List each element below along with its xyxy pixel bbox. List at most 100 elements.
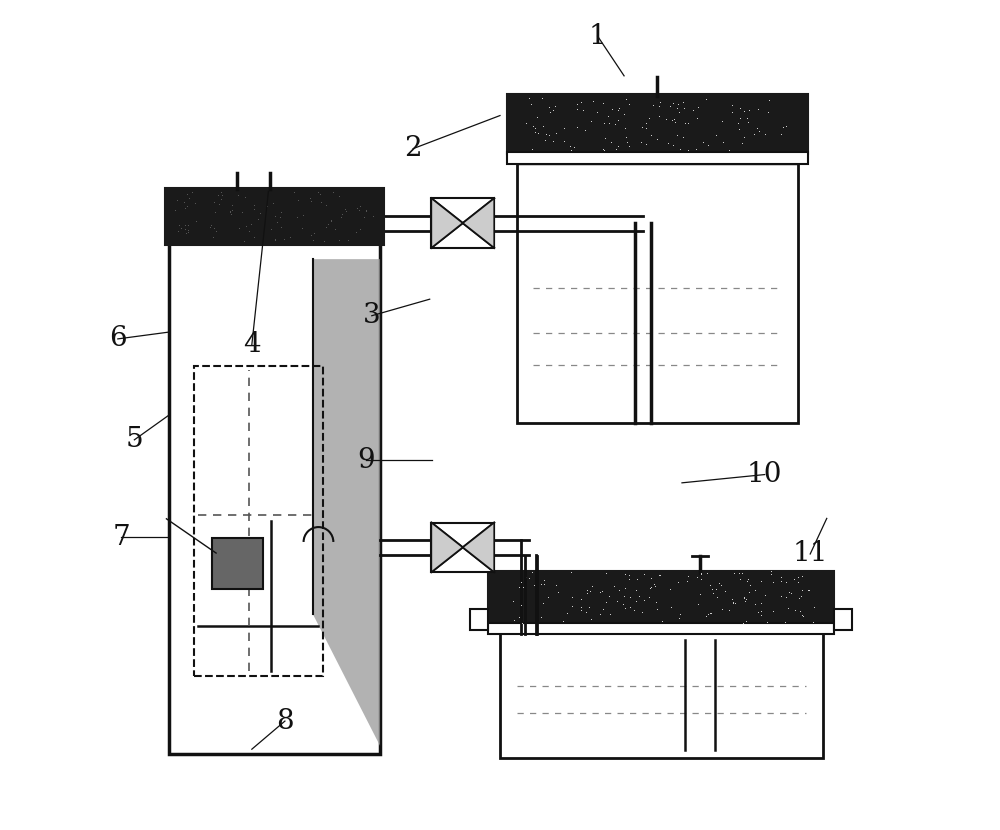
Point — [312, 579, 328, 593]
Point — [241, 616, 257, 629]
Point — [229, 471, 245, 485]
Point — [256, 666, 272, 680]
Point — [299, 423, 315, 437]
Point — [184, 435, 200, 448]
Point — [255, 363, 271, 376]
Point — [340, 717, 356, 730]
Text: 10: 10 — [747, 461, 782, 488]
Point — [260, 694, 276, 707]
Point — [199, 514, 215, 527]
Point — [201, 431, 217, 444]
Point — [365, 413, 381, 427]
Point — [236, 704, 252, 717]
Point — [234, 637, 250, 651]
Point — [244, 515, 260, 529]
Point — [354, 378, 370, 391]
Point — [202, 425, 218, 438]
Point — [346, 719, 362, 732]
Point — [254, 331, 270, 344]
Point — [291, 368, 307, 381]
Point — [361, 729, 377, 742]
Point — [322, 320, 338, 334]
Point — [183, 505, 199, 518]
Point — [253, 422, 269, 435]
Point — [212, 481, 228, 495]
Point — [224, 316, 240, 330]
Point — [320, 641, 336, 654]
Point — [298, 446, 314, 459]
Point — [334, 594, 350, 608]
Point — [206, 550, 222, 564]
Point — [303, 264, 319, 277]
Point — [291, 618, 307, 632]
Point — [277, 325, 293, 338]
Point — [304, 524, 320, 537]
Point — [186, 496, 202, 510]
Point — [185, 462, 201, 476]
Point — [350, 608, 366, 621]
Point — [310, 667, 326, 681]
Point — [264, 293, 280, 306]
Point — [287, 286, 303, 300]
Point — [352, 458, 368, 471]
Point — [205, 414, 221, 427]
Text: 7: 7 — [112, 524, 130, 551]
Text: 1: 1 — [589, 22, 606, 50]
Point — [348, 655, 364, 668]
Point — [307, 681, 323, 695]
Point — [329, 382, 345, 395]
Point — [294, 610, 310, 623]
Point — [352, 459, 368, 472]
Point — [194, 405, 210, 418]
Point — [294, 546, 310, 559]
Point — [176, 529, 192, 542]
Point — [320, 256, 336, 269]
Point — [254, 440, 270, 453]
Point — [342, 475, 358, 488]
Point — [264, 299, 280, 312]
Point — [319, 668, 335, 681]
Point — [217, 605, 233, 618]
Point — [349, 292, 365, 305]
Point — [224, 489, 240, 502]
Point — [273, 627, 289, 641]
Point — [309, 471, 325, 485]
Point — [177, 338, 193, 351]
Point — [249, 586, 265, 599]
Point — [322, 292, 338, 305]
Point — [190, 398, 206, 412]
Point — [312, 407, 328, 420]
Point — [304, 466, 320, 480]
Point — [249, 690, 265, 703]
Point — [173, 703, 189, 716]
Point — [170, 520, 186, 534]
Point — [253, 310, 269, 323]
Point — [176, 590, 192, 603]
Point — [330, 332, 346, 345]
Point — [277, 324, 293, 337]
Point — [261, 599, 277, 613]
Point — [251, 594, 267, 608]
Point — [227, 414, 243, 427]
Point — [233, 477, 249, 491]
Point — [323, 669, 339, 682]
Point — [309, 583, 325, 597]
Point — [360, 450, 376, 463]
Point — [225, 498, 241, 511]
Point — [309, 341, 325, 354]
Point — [247, 414, 263, 427]
Bar — [169, 192, 380, 754]
Point — [220, 618, 236, 631]
Point — [339, 349, 355, 362]
Point — [198, 318, 214, 331]
Point — [351, 641, 367, 654]
Point — [253, 679, 269, 692]
Point — [359, 704, 375, 717]
Point — [260, 350, 276, 364]
Point — [270, 354, 286, 368]
Point — [310, 595, 326, 608]
Text: 11: 11 — [792, 540, 828, 568]
Point — [213, 464, 229, 477]
Point — [316, 496, 332, 510]
Point — [246, 334, 262, 348]
